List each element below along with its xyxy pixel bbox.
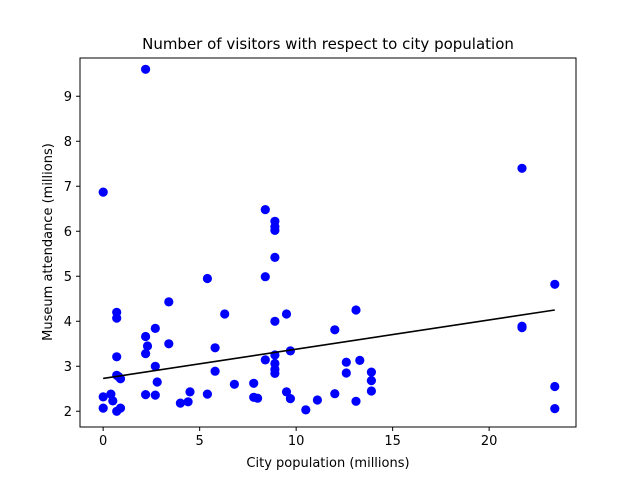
trend-line-group bbox=[103, 309, 555, 380]
data-point bbox=[141, 331, 151, 342]
y-tick-label: 8 bbox=[64, 135, 72, 150]
y-axis: 2 3 4 5 6 7 8 9 bbox=[64, 90, 80, 420]
data-point bbox=[210, 366, 220, 376]
y-tick-label: 5 bbox=[64, 270, 72, 285]
data-point bbox=[175, 398, 185, 408]
data-point bbox=[270, 316, 280, 326]
data-point bbox=[260, 272, 270, 282]
data-point bbox=[112, 313, 122, 323]
data-point bbox=[183, 397, 193, 407]
data-point bbox=[285, 346, 295, 356]
data-point bbox=[164, 339, 174, 349]
data-point bbox=[341, 357, 351, 367]
data-point bbox=[98, 403, 108, 413]
data-point bbox=[351, 305, 361, 315]
data-point bbox=[98, 187, 108, 197]
data-point bbox=[108, 396, 118, 406]
data-point bbox=[550, 404, 560, 414]
y-tick-label: 4 bbox=[64, 315, 72, 330]
data-point bbox=[341, 368, 351, 378]
data-point bbox=[281, 309, 292, 319]
y-tick-label: 2 bbox=[64, 405, 72, 420]
data-point bbox=[253, 393, 263, 403]
data-point bbox=[152, 377, 162, 387]
data-point bbox=[150, 390, 160, 400]
data-point bbox=[260, 205, 270, 215]
data-point bbox=[220, 309, 230, 319]
x-tick-label: 10 bbox=[288, 434, 305, 449]
data-point bbox=[210, 343, 220, 353]
y-tick-label: 7 bbox=[64, 180, 72, 195]
y-tick-label: 9 bbox=[64, 90, 72, 105]
data-point bbox=[366, 376, 376, 386]
x-axis: 0 5 10 15 20 bbox=[99, 427, 497, 449]
trend-line bbox=[103, 309, 555, 380]
data-point bbox=[270, 252, 280, 262]
y-tick-label: 6 bbox=[64, 225, 72, 240]
data-point bbox=[260, 355, 270, 365]
data-point bbox=[366, 367, 376, 377]
data-point bbox=[112, 406, 122, 416]
plot-frame bbox=[79, 57, 577, 428]
data-point bbox=[330, 389, 340, 399]
data-points bbox=[98, 64, 560, 416]
data-point bbox=[550, 279, 560, 289]
data-point bbox=[150, 323, 160, 333]
data-point bbox=[141, 349, 151, 359]
data-point bbox=[141, 390, 151, 400]
data-point bbox=[98, 392, 108, 402]
x-tick-label: 5 bbox=[196, 434, 204, 449]
y-axis-label: Museum attendance (millions) bbox=[41, 143, 56, 341]
data-point bbox=[150, 361, 160, 371]
data-point bbox=[366, 386, 376, 396]
data-point bbox=[351, 396, 361, 406]
data-point bbox=[164, 297, 174, 307]
x-tick-label: 15 bbox=[384, 434, 401, 449]
data-point bbox=[202, 389, 212, 399]
data-point bbox=[270, 225, 280, 235]
data-point bbox=[301, 405, 311, 415]
data-point bbox=[355, 355, 365, 365]
x-tick-label: 20 bbox=[481, 434, 498, 449]
data-point bbox=[517, 323, 527, 333]
data-point bbox=[550, 381, 560, 392]
data-point bbox=[285, 394, 295, 404]
y-tick-label: 3 bbox=[64, 360, 72, 375]
data-point bbox=[281, 387, 292, 397]
data-point bbox=[330, 325, 340, 335]
data-point bbox=[270, 368, 280, 378]
data-point bbox=[185, 387, 195, 397]
x-tick-label: 0 bbox=[99, 434, 107, 449]
data-point bbox=[112, 352, 122, 362]
data-point bbox=[202, 273, 212, 284]
data-point bbox=[517, 163, 527, 173]
chart-title: Number of visitors with respect to city … bbox=[142, 35, 514, 53]
data-point bbox=[312, 395, 322, 405]
data-point bbox=[141, 64, 151, 74]
data-point bbox=[229, 379, 239, 389]
data-point bbox=[142, 341, 153, 351]
data-point bbox=[249, 378, 259, 388]
x-axis-label: City population (millions) bbox=[246, 456, 409, 471]
